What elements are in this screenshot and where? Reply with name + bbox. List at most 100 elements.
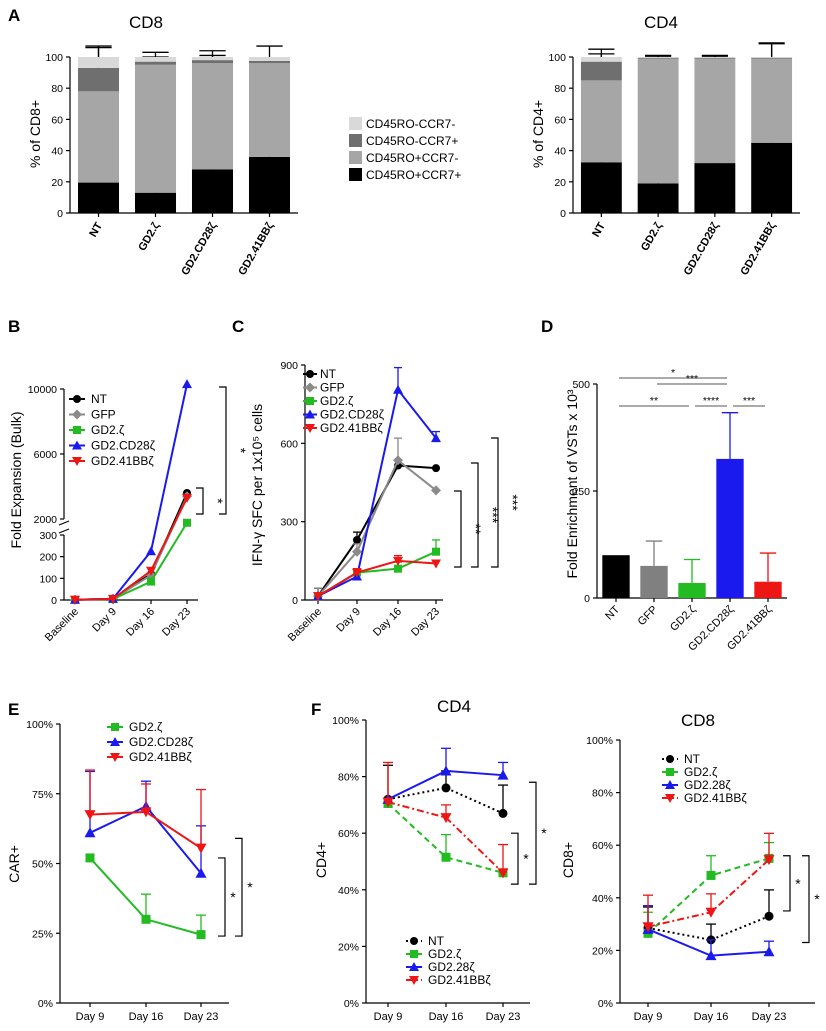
a-cd4-bar-3-seg-2 [751,57,793,59]
c-sig-1 [471,462,479,568]
a-cd4-xlabel-0: NT [590,220,608,239]
f-cd4-y-ticklabel-4: 80% [338,772,359,784]
b-sig-0-label: * [233,448,249,454]
c-marker-4-2 [393,556,403,566]
c-legend-marker-4 [305,424,315,433]
a-cd4-bar-1-seg-1 [637,58,679,184]
f-cd8-sig-0-label: * [795,875,801,891]
c-line-4 [317,559,437,597]
a-cd4-bar-0-seg-1 [580,80,622,163]
a-cd8-bar-3-seg-2 [248,60,291,64]
a-cd8-y-ticklabel-5: 100 [45,52,63,64]
f-cd4-legend-label-3: GD2.41BBζ [428,973,491,987]
c-x-label-0: Baseline [286,606,324,644]
f-cd4-legend-marker-2 [409,962,419,971]
f-cd8-marker-3-0 [642,922,654,933]
panel-label-d: D [541,317,553,336]
e-legend-label-1: GD2.CD28ζ [129,735,194,749]
c-marker-4-0 [313,592,323,602]
e-x-label-1: Day 16 [129,1011,164,1023]
b-y-ticklabel-6: 10000 [28,384,57,396]
a-cd4-y-ticklabel-0: 0 [560,208,566,220]
b-legend-label-2: GD2.ζ [91,423,125,437]
d-sig-label-2: ** [650,395,658,407]
b-y-ticklabel-2: 200 [39,552,57,564]
ylabel-c: IFN-γ SFC per 1x10⁵ cells [249,404,265,566]
b-x-label-3: Day 23 [160,606,193,639]
f-cd8-y-ticklabel-3: 60% [592,840,613,852]
f-cd4-marker-1-1 [441,852,451,862]
f-cd4-legend-label-2: GD2.28ζ [428,960,475,974]
f-cd8-y-ticklabel-1: 20% [592,945,613,957]
a-cd4-bar-2-seg-0 [694,163,736,213]
a-cd4-bar-2-seg-3 [694,57,736,58]
b-marker-4-2 [146,566,156,576]
c-sig-2-label: *** [505,494,521,511]
e-y-ticklabel-1: 25% [32,928,53,940]
d-sig-label-3: **** [703,395,719,407]
f-cd4-y-ticklabel-0: 0% [344,998,359,1010]
a-cd8-bar-1-seg-0 [134,192,177,213]
legend-a-swatch-cd45rop-ccr7p [349,168,362,181]
a-cd8-bar-3-seg-0 [248,156,291,213]
f-cd8-marker-3-1 [705,907,717,918]
c-x-label-2: Day 16 [371,606,404,639]
c-marker-3-3 [431,433,441,443]
a-cd8-y-ticklabel-4: 80 [51,83,63,95]
c-marker-1-2 [393,455,403,466]
b-sig-1-label: * [210,498,226,504]
legend-a-swatch-cd45rop-ccr7- [349,151,362,164]
e-x-label-2: Day 23 [184,1011,219,1023]
f-cd4-y-ticklabel-1: 20% [338,941,359,953]
f-cd8-y-ticklabel-2: 40% [592,893,613,905]
c-line-2 [317,550,437,597]
c-sig-0-label: ** [468,524,484,535]
f-cd4-y-ticklabel-3: 60% [338,828,359,840]
f-cd4-marker-0-1 [441,783,451,793]
panel-label-c: C [232,317,244,336]
a-cd8-bar-0-seg-2 [77,67,120,92]
e-marker-1-2 [195,867,207,878]
a-cd4-bar-1-seg-0 [637,183,679,213]
f-cd8-legend-label-1: GD2.ζ [684,765,718,779]
b-axis-break-2 [58,520,70,526]
f-cd8-marker-1-1 [706,870,716,880]
a-cd4-bar-0-seg-3 [580,57,622,62]
b-sig-1 [196,487,204,515]
a-cd4-bar-0-seg-2 [580,61,622,81]
d-y-ticklabel-1: 250 [572,486,590,498]
legend-a-label-cd45ro-ccr7-: CD45RO-CCR7- [366,117,455,131]
legend-a-swatch-cd45ro-ccr7p [349,134,362,147]
c-marker-4-3 [431,559,441,569]
b-legend-marker-4 [72,457,82,466]
c-y-ticklabel-1: 300 [280,517,298,529]
e-marker-0-0 [85,853,95,863]
b-sig-0 [219,386,227,515]
title-f-cd4: CD4 [437,697,471,716]
b-marker-3-3 [182,379,192,389]
f-cd8-legend-marker-1 [666,768,674,776]
a-cd8-y-ticklabel-3: 60 [51,114,63,126]
b-legend-label-4: GD2.41BBζ [91,454,154,468]
b-marker-4-3 [182,493,192,503]
b-legend-marker-2 [73,426,81,434]
f-cd4-sig-0-label: * [523,851,529,867]
d-bar-0 [602,555,630,598]
a-cd8-bar-2-seg-3 [191,57,234,61]
c-sig-1-label: *** [485,507,501,524]
e-marker-2-2 [195,843,207,854]
b-marker-4-0 [70,595,80,605]
a-cd8-bar-1-seg-1 [134,64,177,193]
a-cd4-bar-2-seg-2 [694,57,736,59]
legend-a-swatch-cd45ro-ccr7- [349,117,362,130]
d-bar-2 [678,583,706,598]
a-cd8-bar-0-seg-3 [77,57,120,68]
b-x-label-0: Baseline [43,606,81,644]
e-y-ticklabel-3: 75% [32,789,53,801]
e-marker-0-1 [141,914,151,924]
b-line-1 [74,495,188,601]
f-cd4-legend-label-0: NT [428,934,445,948]
a-cd4-y-ticklabel-4: 80 [554,83,566,95]
